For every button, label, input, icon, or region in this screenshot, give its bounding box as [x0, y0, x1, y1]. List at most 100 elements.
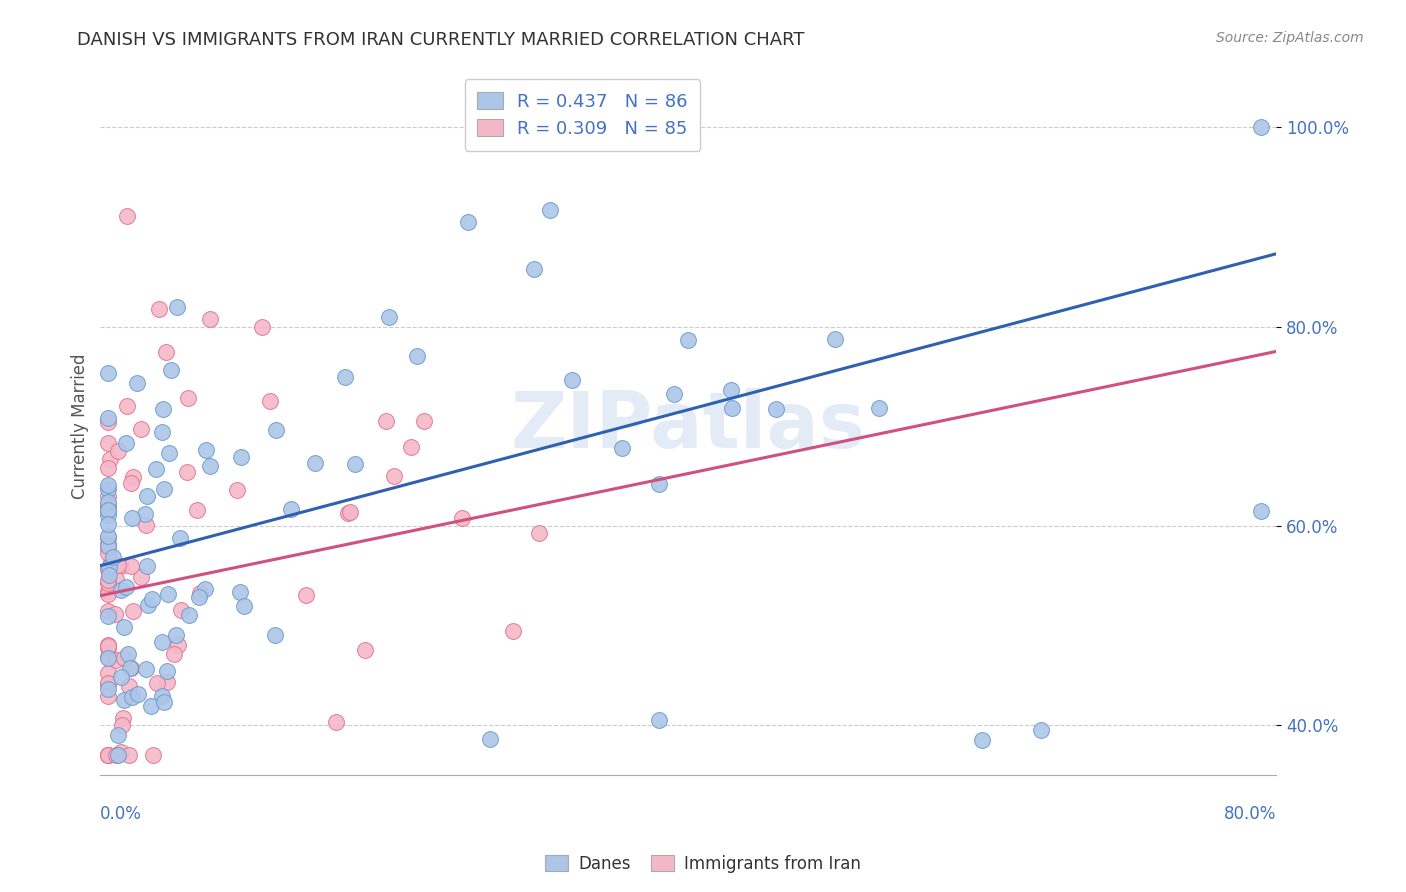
Point: [97, 587, 120, 601]
Point: [97, 516, 120, 531]
Point: [97, 639, 120, 653]
Point: [156, 587, 179, 601]
Point: [97, 675, 120, 690]
Point: [339, 506, 361, 520]
Point: [121, 604, 143, 618]
Point: [107, 558, 129, 572]
Point: [141, 698, 163, 713]
Point: [457, 215, 479, 229]
Point: [107, 728, 129, 742]
Point: [146, 675, 169, 690]
Point: [156, 674, 179, 689]
Point: [97, 677, 120, 691]
Point: [97, 568, 120, 582]
Point: [112, 620, 135, 634]
Point: [104, 607, 127, 621]
Point: [648, 477, 671, 491]
Point: [229, 585, 252, 599]
Point: [111, 718, 134, 732]
Point: [337, 506, 360, 520]
Point: [97, 489, 120, 503]
Point: [97, 690, 120, 704]
Point: [141, 592, 163, 607]
Point: [150, 690, 173, 704]
Point: [110, 582, 132, 597]
Point: [111, 711, 134, 725]
Point: [354, 643, 377, 657]
Point: [120, 476, 142, 491]
Point: [97, 529, 120, 543]
Point: [97, 747, 120, 762]
Point: [97, 546, 120, 560]
Point: [648, 713, 671, 727]
Point: [135, 663, 157, 677]
Point: [478, 732, 501, 747]
Point: [121, 690, 143, 704]
Point: [97, 605, 120, 619]
Point: [156, 664, 179, 678]
Point: [97, 608, 120, 623]
Point: [150, 425, 173, 439]
Point: [304, 456, 326, 470]
Point: [406, 349, 429, 363]
Point: [160, 363, 183, 377]
Point: [333, 370, 356, 384]
Point: [97, 747, 120, 762]
Point: [188, 590, 211, 604]
Point: [229, 450, 252, 465]
Legend: Danes, Immigrants from Iran: Danes, Immigrants from Iran: [538, 848, 868, 880]
Point: [134, 507, 156, 521]
Point: [97, 650, 120, 665]
Point: [110, 670, 132, 684]
Point: [165, 628, 187, 642]
Point: [280, 501, 302, 516]
Point: [97, 435, 120, 450]
Point: [100, 555, 122, 569]
Point: [97, 575, 120, 590]
Point: [97, 366, 120, 380]
Point: [188, 586, 211, 600]
Point: [97, 503, 120, 517]
Point: [155, 344, 177, 359]
Point: [382, 468, 405, 483]
Point: [136, 489, 159, 503]
Point: [179, 607, 201, 622]
Text: 80.0%: 80.0%: [1223, 805, 1277, 823]
Point: [502, 624, 524, 638]
Point: [97, 415, 120, 429]
Point: [527, 525, 550, 540]
Point: [129, 569, 152, 583]
Point: [471, 783, 494, 797]
Point: [136, 598, 159, 612]
Point: [120, 661, 142, 675]
Point: [186, 503, 208, 517]
Text: ZIPatlas: ZIPatlas: [510, 388, 866, 464]
Point: [264, 628, 287, 642]
Point: [225, 483, 247, 498]
Point: [153, 482, 176, 496]
Point: [107, 444, 129, 458]
Point: [676, 333, 699, 347]
Point: [97, 539, 120, 553]
Point: [97, 477, 120, 491]
Point: [97, 498, 120, 512]
Point: [167, 638, 190, 652]
Point: [127, 687, 149, 701]
Point: [105, 653, 128, 667]
Point: [97, 508, 120, 523]
Point: [195, 442, 218, 457]
Point: [107, 747, 129, 762]
Point: [150, 635, 173, 649]
Point: [1250, 120, 1272, 135]
Point: [157, 446, 180, 460]
Point: [412, 414, 434, 428]
Point: [97, 531, 120, 545]
Point: [135, 559, 157, 574]
Point: [115, 436, 138, 450]
Point: [112, 692, 135, 706]
Point: [97, 482, 120, 496]
Point: [721, 401, 744, 415]
Point: [103, 549, 125, 564]
Point: [153, 695, 176, 709]
Point: [264, 423, 287, 437]
